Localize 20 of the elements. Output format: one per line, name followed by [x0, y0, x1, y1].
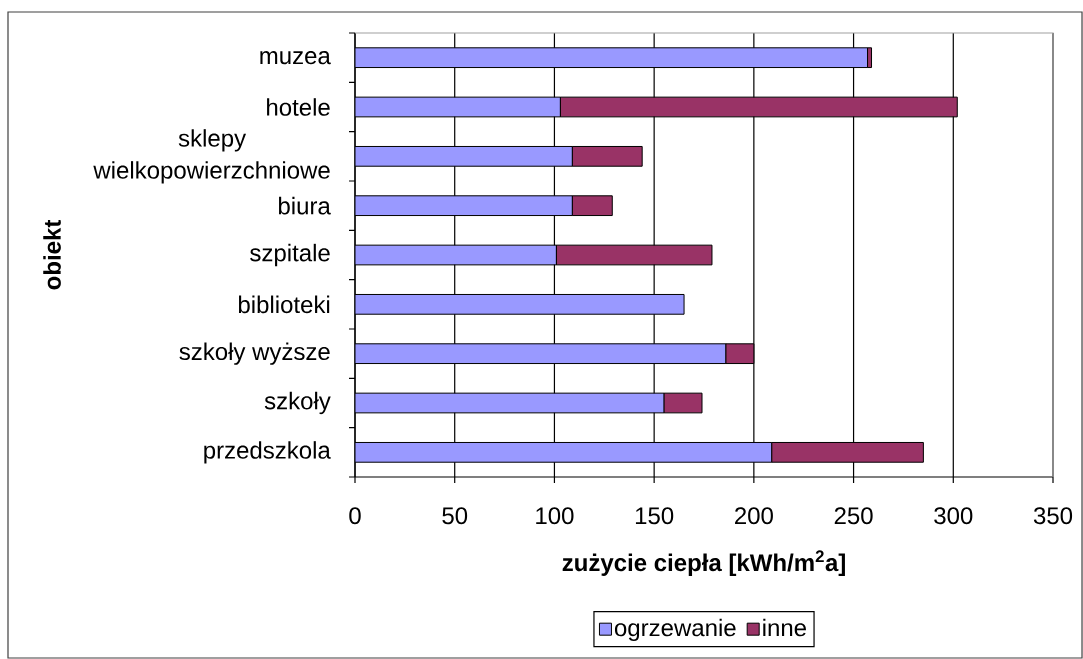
- y-tick-label: hotele: [267, 98, 330, 116]
- y-tick-label: biblioteki: [238, 295, 330, 314]
- x-tick-label: 300: [934, 507, 973, 525]
- x-tick-label: 150: [635, 507, 674, 525]
- x-tick-label: 0: [349, 507, 361, 525]
- x-tick-label: 350: [1033, 507, 1073, 525]
- y-tick-label: szpitale: [250, 243, 330, 267]
- x-axis-title: zużycie ciepła [kWh/m$^{2}$a]: [562, 550, 845, 576]
- legend-label: ogrzewanie: [614, 618, 736, 642]
- x-tick-label: 250: [834, 507, 873, 525]
- x-tick-label: 200: [735, 507, 773, 525]
- legend-label: inne: [763, 618, 806, 637]
- y-tick-label: biura: [278, 196, 331, 215]
- x-tick-label: 100: [536, 507, 574, 525]
- y-axis-title: obiekt: [43, 219, 61, 290]
- x-tick-label: 50: [442, 507, 468, 525]
- y-tick-label: muzea: [260, 51, 331, 65]
- y-tick-label: przedszkola: [204, 441, 331, 464]
- y-tick-label: szkoły wyższe: [179, 342, 330, 365]
- y-tick-label: szkoły: [264, 391, 331, 415]
